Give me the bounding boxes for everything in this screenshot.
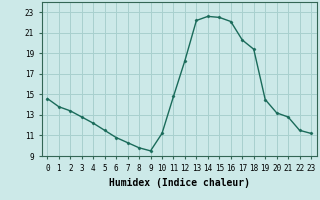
X-axis label: Humidex (Indice chaleur): Humidex (Indice chaleur) [109,178,250,188]
